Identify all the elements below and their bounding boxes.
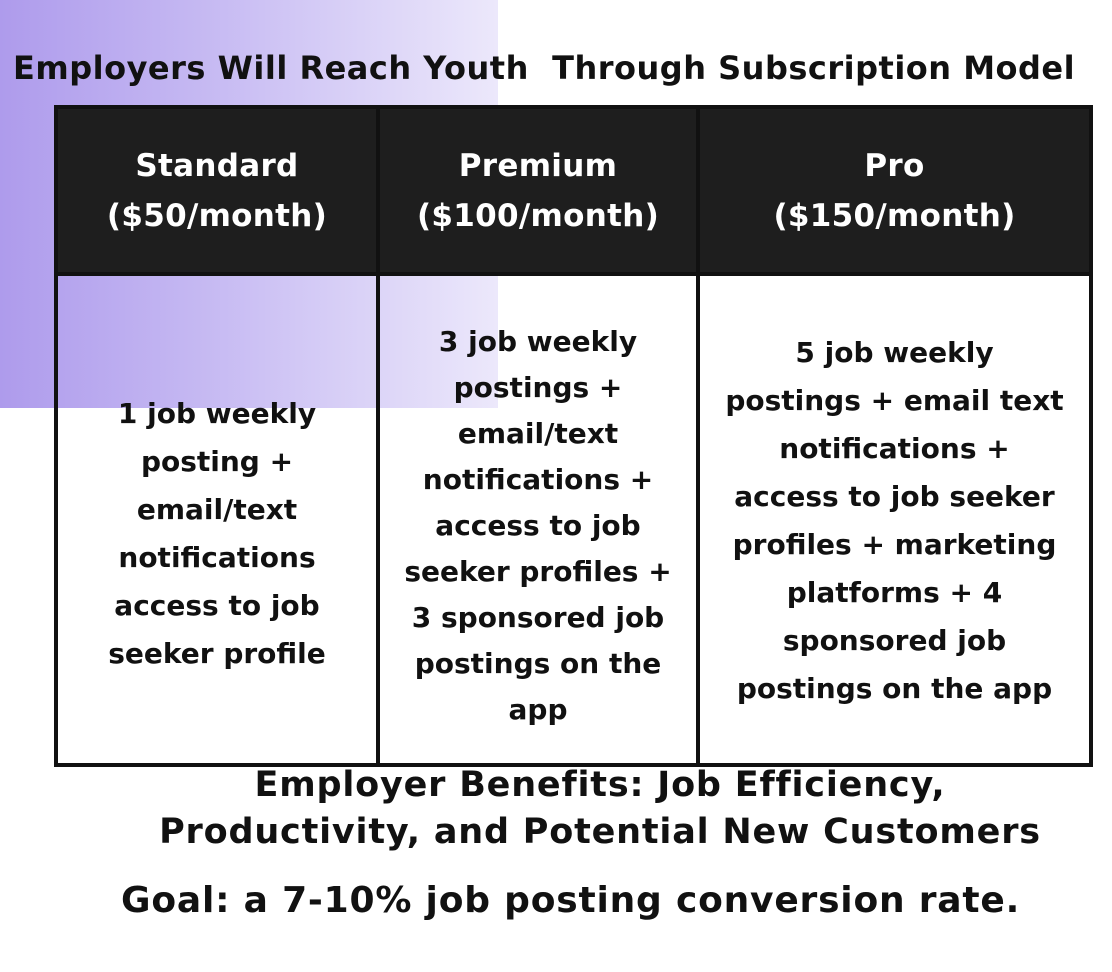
- header-divider: [58, 272, 1089, 276]
- goal-text: Goal: a 7-10% job posting conversion rat…: [121, 880, 1021, 921]
- pricing-table: Standard ($50/month) Premium ($100/month…: [54, 105, 1093, 767]
- column-divider-1: [376, 109, 380, 763]
- plan-price-standard: ($50/month): [106, 198, 328, 234]
- plan-features-premium: 3 job weekly postings + email/text notif…: [380, 276, 696, 763]
- plan-features-standard: 1 job weekly posting + email/text notifi…: [58, 276, 376, 763]
- plan-name-standard: Standard: [135, 148, 299, 184]
- plan-header-standard: Standard ($50/month): [58, 109, 376, 273]
- pricing-table-header-row: [58, 109, 1089, 273]
- plan-features-pro: 5 job weekly postings + email text notif…: [700, 276, 1089, 763]
- employer-benefits-text: Employer Benefits: Job Efficiency, Produ…: [159, 765, 1041, 852]
- plan-price-premium: ($100/month): [416, 198, 660, 234]
- plan-header-premium: Premium ($100/month): [380, 109, 696, 273]
- plan-price-pro: ($150/month): [773, 198, 1016, 234]
- plan-features-text-premium: 3 job weekly postings + email/text notif…: [404, 324, 672, 726]
- plan-name-pro: Pro: [864, 148, 925, 184]
- page-title: Employers Will Reach Youth Through Subsc…: [13, 49, 1076, 87]
- plan-name-premium: Premium: [458, 148, 618, 184]
- plan-header-pro: Pro ($150/month): [700, 109, 1089, 273]
- column-divider-2: [696, 109, 700, 763]
- plan-features-text-pro: 5 job weekly postings + email text notif…: [725, 335, 1064, 705]
- plan-features-text-standard: 1 job weekly posting + email/text notifi…: [108, 396, 326, 670]
